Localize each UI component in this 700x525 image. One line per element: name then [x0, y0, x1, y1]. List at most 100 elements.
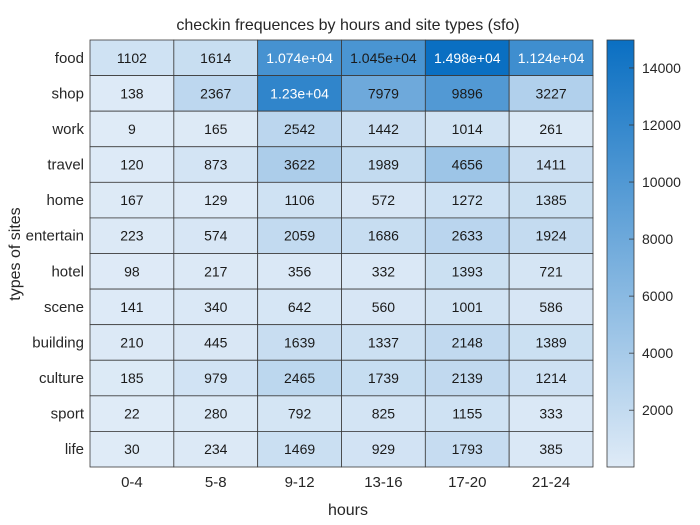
heatmap-cell — [508, 181, 594, 219]
cell-value-label: 1.045e+04 — [350, 50, 417, 66]
cell-value-label: 825 — [372, 406, 396, 422]
heatmap-cell — [508, 39, 594, 76]
cell-value-label: 280 — [204, 406, 228, 422]
cell-value-label: 1639 — [284, 334, 315, 350]
y-tick-label: hotel — [51, 263, 84, 280]
colorbar-tick-label: 14000 — [642, 60, 681, 76]
y-axis-label: types of sites — [7, 207, 24, 300]
cell-value-label: 4656 — [452, 157, 483, 173]
heatmap-cell — [89, 324, 175, 361]
heatmap-cell — [89, 39, 175, 76]
heatmap-cell — [508, 110, 594, 148]
x-axis-tick-labels: 0-4 5-8 9-12 13-16 17-20 21-24 — [121, 474, 570, 491]
heatmap-cell — [89, 253, 175, 290]
cell-value-label: 792 — [288, 406, 312, 422]
heatmap-cell — [89, 359, 175, 397]
heatmap-cell — [257, 39, 342, 76]
heatmap-cell — [173, 431, 259, 468]
heatmap-cell — [508, 217, 594, 254]
cell-value-label: 445 — [204, 334, 228, 350]
cell-value-label: 129 — [204, 192, 228, 208]
cell-value-label: 30 — [124, 441, 140, 457]
heatmap-cell — [89, 288, 175, 326]
cell-value-label: 333 — [539, 406, 563, 422]
heatmap-cell — [341, 39, 426, 76]
x-tick-label: 5-8 — [205, 474, 227, 491]
heatmap-cell — [341, 110, 426, 148]
heatmap-cell — [89, 181, 175, 219]
heatmap-cell — [508, 75, 594, 112]
cell-value-label: 2465 — [284, 370, 315, 386]
heatmap-cell — [173, 39, 259, 76]
colorbar-gradient — [606, 39, 635, 468]
cell-value-label: 234 — [204, 441, 228, 457]
colorbar-tick-label: 10000 — [642, 174, 681, 190]
colorbar-tick-label: 12000 — [642, 117, 681, 133]
cell-value-label: 979 — [204, 370, 228, 386]
cell-value-label: 642 — [288, 299, 312, 315]
cell-value-label: 141 — [120, 299, 144, 315]
y-tick-label: food — [55, 50, 84, 67]
cell-value-label: 873 — [204, 157, 228, 173]
x-tick-label: 0-4 — [121, 474, 143, 491]
cell-value-label: 1793 — [452, 441, 483, 457]
y-tick-label: scene — [44, 299, 84, 316]
y-tick-label: culture — [39, 370, 84, 387]
cell-value-label: 2148 — [452, 334, 483, 350]
cell-value-label: 261 — [539, 121, 563, 137]
heatmap-cell — [341, 146, 426, 183]
heatmap-cell — [424, 288, 510, 326]
heatmap-cell — [257, 146, 342, 183]
chart-title: checkin frequences by hours and site typ… — [176, 17, 519, 34]
cell-value-label: 1393 — [452, 263, 483, 279]
heatmap-cell — [508, 395, 594, 432]
cell-value-label: 167 — [120, 192, 144, 208]
cell-value-label: 1614 — [200, 50, 231, 66]
heatmap-cell — [173, 146, 259, 183]
y-tick-label: work — [51, 121, 84, 138]
cell-value-label: 223 — [120, 228, 144, 244]
cell-value-label: 1214 — [536, 370, 567, 386]
cell-value-label: 721 — [539, 263, 563, 279]
x-tick-label: 9-12 — [285, 474, 315, 491]
cell-value-label: 1106 — [285, 192, 315, 208]
heatmap-cell — [257, 324, 342, 361]
heatmap-cell-labels: 1102 1614 1.074e+04 1.045e+04 1.498e+04 1.124… — [117, 50, 585, 457]
y-tick-label: building — [32, 334, 84, 351]
cell-value-label: 22 — [124, 406, 140, 422]
cell-value-label: 572 — [372, 192, 396, 208]
x-axis-label: hours — [328, 502, 368, 519]
heatmap-cell — [508, 253, 594, 290]
heatmap-cells — [89, 39, 594, 468]
cell-value-label: 1442 — [368, 121, 399, 137]
cell-value-label: 2542 — [284, 121, 315, 137]
cell-value-label: 1739 — [368, 370, 399, 386]
cell-value-label: 1014 — [452, 121, 483, 137]
y-tick-label: entertain — [26, 228, 84, 245]
cell-value-label: 165 — [204, 121, 228, 137]
heatmap-cell — [341, 288, 426, 326]
cell-value-label: 1155 — [452, 406, 482, 422]
heatmap-cell — [89, 146, 175, 183]
heatmap-cell — [173, 75, 259, 112]
heatmap-cell — [424, 146, 510, 183]
heatmap-cell — [508, 324, 594, 361]
cell-value-label: 1.124e+04 — [518, 50, 585, 66]
cell-value-label: 1272 — [452, 192, 483, 208]
heatmap-cell — [89, 217, 175, 254]
y-tick-label: life — [65, 441, 84, 458]
cell-value-label: 1686 — [368, 228, 399, 244]
cell-value-label: 138 — [120, 85, 144, 101]
colorbar-tick-label: 2000 — [642, 402, 673, 418]
cell-value-label: 9896 — [452, 85, 483, 101]
cell-value-label: 217 — [204, 263, 228, 279]
cell-value-label: 1389 — [536, 334, 567, 350]
cell-value-label: 929 — [372, 441, 396, 457]
cell-value-label: 2367 — [200, 85, 231, 101]
cell-value-label: 385 — [539, 441, 563, 457]
cell-value-label: 1411 — [536, 157, 566, 173]
cell-value-label: 356 — [288, 263, 312, 279]
cell-value-label: 210 — [120, 334, 144, 350]
cell-value-label: 1469 — [284, 441, 315, 457]
